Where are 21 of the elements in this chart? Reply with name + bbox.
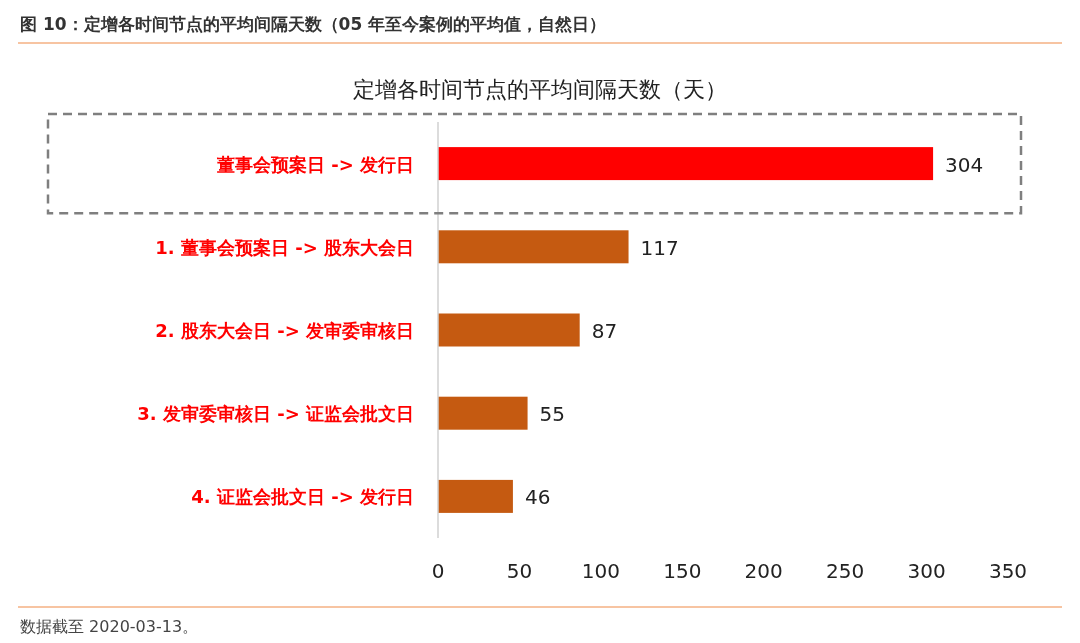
x-tick-label: 250 [826,559,865,583]
chart-title: 图 10：定增各时间节点的平均间隔天数（05 年至今案例的平均值，自然日） [20,14,607,34]
x-tick-label: 0 [431,559,445,583]
y-tick-label: 4. 证监会批文日 -> 发行日 [191,486,414,508]
y-tick-label: 3. 发审委审核日 -> 证监会批文日 [137,403,414,425]
y-tick-label: 2. 股东大会日 -> 发审委审核日 [155,320,414,341]
x-tick-label: 200 [744,559,783,583]
text: 数据截至 2020-03-13。 [20,617,199,636]
y-tick-label: 1. 董事会预案日 -> 股东大会日 [155,236,414,258]
x-tick-label: 350 [988,559,1028,583]
x-tick-label: 300 [907,559,946,583]
x-tick-label: 150 [663,559,702,583]
data-label: 46 [524,485,551,510]
y-tick-label: 董事会预案日 -> 发行日 [215,153,414,175]
data-label: 55 [539,402,566,427]
data-label: 304 [945,152,984,177]
x-tick-label: 100 [581,559,620,583]
chart-subtitle: 定增各时间节点的平均间隔天数（天） [353,77,727,102]
data-label: 87 [591,319,618,343]
x-tick-label: 50 [506,559,533,583]
data-label: 117 [640,235,679,260]
